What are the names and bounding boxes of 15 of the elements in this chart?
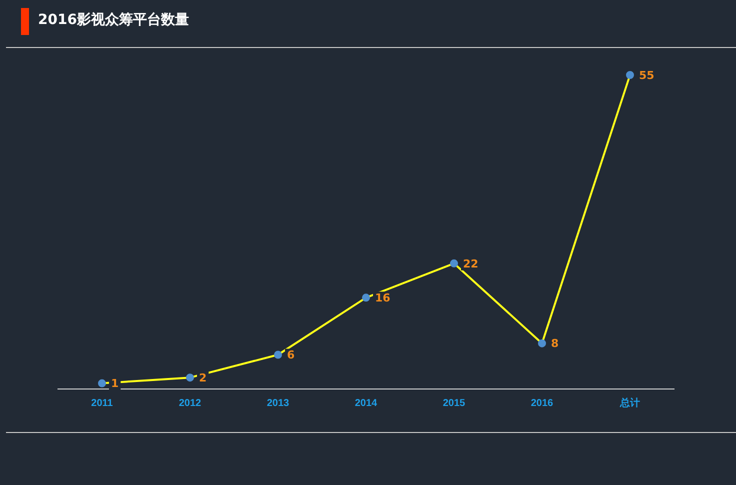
data-label: 1	[111, 377, 119, 390]
x-tick-label: 2015	[442, 398, 466, 409]
data-label: 16	[375, 292, 391, 305]
x-tick-label: 2013	[266, 398, 290, 409]
x-tick-label: 2014	[354, 398, 378, 409]
x-tick-label: 2016	[530, 398, 554, 409]
x-tick-label: 总计	[619, 396, 640, 409]
data-label: 22	[463, 257, 478, 270]
chart-title: 2016影视众筹平台数量	[38, 11, 189, 29]
data-label: 55	[639, 68, 654, 82]
data-label: 2	[199, 371, 207, 384]
data-label: 6	[287, 348, 295, 362]
x-tick-label: 2011	[91, 398, 114, 409]
data-label: 8	[551, 337, 559, 350]
x-tick-label: 2012	[178, 398, 202, 409]
